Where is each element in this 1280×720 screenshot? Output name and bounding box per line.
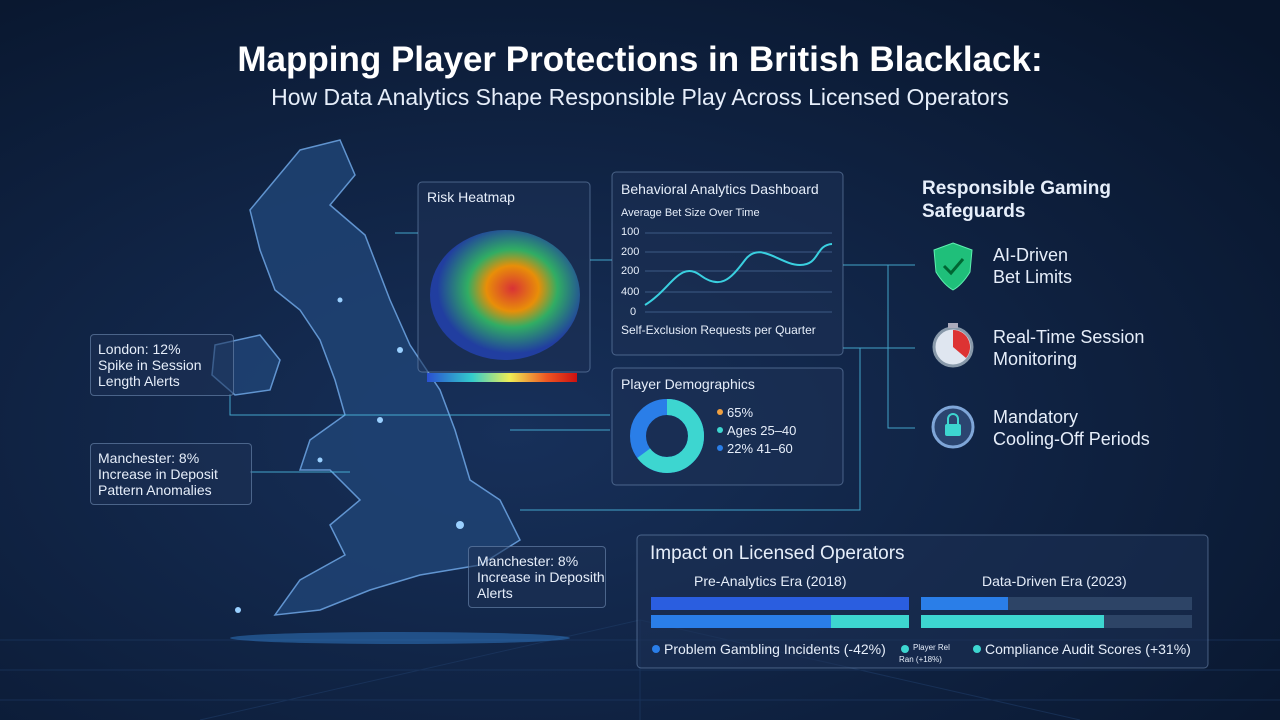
safeguard: Real-Time Session Monitoring — [993, 326, 1144, 370]
title: Mapping Player Protections in British Bl… — [237, 40, 1043, 79]
line: Alerts — [477, 585, 513, 601]
demographics-title: Player Demographics — [621, 376, 755, 392]
callout — [468, 546, 606, 608]
callout-text: Manchester: 8% Increase in Deposith Alerts — [477, 553, 605, 601]
line: Increase in Deposith — [477, 569, 605, 585]
legend-text: Compliance Audit Scores (+31%) — [985, 641, 1191, 657]
line: Real-Time Session — [993, 327, 1145, 347]
axis-label: 200 — [621, 246, 640, 258]
line: Spike in Session — [98, 357, 202, 373]
line: Safeguards — [922, 201, 1026, 222]
line: Cooling-Off Periods — [993, 429, 1150, 449]
line: Increase in Deposit — [98, 466, 218, 482]
line: Pattern Anomalies — [98, 482, 212, 498]
safeguard: AI-Driven Bet Limits — [993, 244, 1072, 288]
legend-text: Ages 25–40 — [727, 423, 797, 438]
dashboard-subtitle: Average Bet Size Over Time — [621, 207, 760, 219]
legend-text: Problem Gambling Incidents (-42%) — [664, 641, 886, 657]
callout-text: Manchester: 8% Increase in Deposit Pattern… — [98, 450, 218, 498]
era-label: Pre-Analytics Era (2018) — [694, 573, 847, 589]
era-label: Data-Driven Era (2023) — [982, 573, 1127, 589]
impact-title: Impact on Licensed Operators — [650, 543, 905, 564]
line: Bet Limits — [993, 267, 1073, 287]
legend-text: Ran (+18%) — [899, 655, 942, 664]
line: Responsible Gaming — [922, 178, 1111, 199]
legend-text: Player Rel — [913, 643, 950, 652]
heatmap-title: Risk Heatmap — [427, 189, 515, 205]
callout-text: London: 12% Spike in Session Length Alerts — [98, 341, 202, 389]
line: Monitoring — [993, 349, 1078, 369]
safeguards-title: Responsible Gaming Safeguards — [922, 177, 1111, 223]
line: London: 12% — [98, 341, 181, 357]
line: Manchester: 8% — [98, 450, 200, 466]
line: Mandatory — [993, 407, 1079, 427]
callout — [90, 334, 234, 396]
line: AI-Driven — [993, 245, 1069, 265]
dashboard-footer: Self-Exclusion Requests per Quarter — [621, 323, 816, 337]
subtitle: How Data Analytics Shape Responsible Pla… — [271, 84, 1009, 110]
legend-text: 65% — [727, 405, 754, 420]
axis-label: 200 — [621, 265, 640, 277]
legend-text: 22% 41–60 — [727, 441, 793, 456]
axis-label: 100 — [621, 226, 640, 238]
callout — [90, 443, 252, 505]
line: Manchester: 8% — [477, 553, 579, 569]
line: Length Alerts — [98, 373, 180, 389]
safeguard: Mandatory Cooling-Off Periods — [993, 406, 1150, 450]
axis-label: 0 — [630, 306, 637, 318]
dashboard-title: Behavioral Analytics Dashboard — [621, 181, 819, 197]
axis-label: 400 — [621, 286, 640, 298]
